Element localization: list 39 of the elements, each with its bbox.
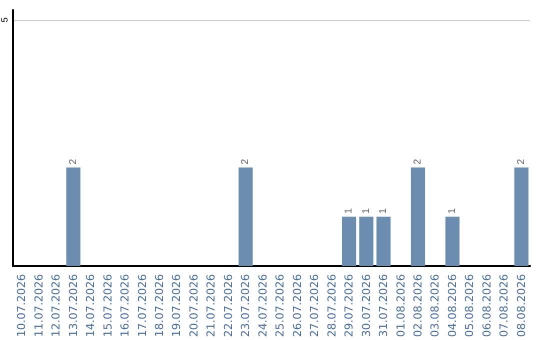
data-label: 2: [68, 158, 79, 165]
x-tick-label: 19.07.2026: [170, 274, 184, 338]
x-tick-label: 22.07.2026: [222, 274, 235, 338]
x-tick-label: 29.07.2026: [342, 274, 356, 338]
data-label: 2: [516, 158, 527, 165]
x-tick-label: 23.07.2026: [239, 274, 252, 338]
x-tick-label: 13.07.2026: [66, 274, 80, 338]
x-tick-label: 08.08.2026: [514, 274, 528, 338]
y-tick-label: 5: [0, 17, 10, 22]
x-tick-label: 31.07.2026: [377, 274, 390, 338]
x-tick-label: 30.07.2026: [360, 274, 373, 338]
x-tick-label: 02.08.2026: [411, 274, 424, 338]
x-tick-label: 17.07.2026: [136, 274, 149, 338]
x-tick-label: 04.08.2026: [446, 274, 459, 338]
x-tick-label: 27.07.2026: [308, 274, 322, 338]
x-tick-label: 15.07.2026: [101, 274, 114, 338]
x-tick-label: 18.07.2026: [152, 274, 166, 338]
x-tick-label: 28.07.2026: [325, 274, 338, 338]
x-tick-label: 06.08.2026: [480, 274, 494, 338]
x-tick-label: 03.08.2026: [428, 274, 442, 338]
data-label: 2: [240, 158, 252, 165]
x-tick-label: 16.07.2026: [118, 274, 132, 338]
x-tick-label: 11.07.2026: [32, 274, 46, 338]
x-tick-label: 26.07.2026: [290, 274, 304, 338]
x-tick-label: 20.07.2026: [187, 274, 200, 338]
data-label: 1: [378, 208, 390, 214]
x-tick-label: 10.07.2026: [15, 274, 28, 338]
data-label: 1: [344, 208, 355, 214]
data-label: 1: [360, 208, 372, 214]
x-tick-label: 07.08.2026: [498, 274, 511, 338]
data-label: 1: [446, 208, 458, 214]
x-tick-label: 21.07.2026: [204, 274, 218, 338]
x-tick-label: 25.07.2026: [274, 274, 287, 338]
data-label: 2: [412, 158, 424, 165]
x-tick-label: 01.08.2026: [394, 274, 408, 338]
x-tick-label: 14.07.2026: [84, 274, 98, 338]
x-tick-label: 05.08.2026: [463, 274, 476, 338]
x-tick-label: 12.07.2026: [50, 274, 63, 338]
x-tick-label: 24.07.2026: [256, 274, 270, 338]
